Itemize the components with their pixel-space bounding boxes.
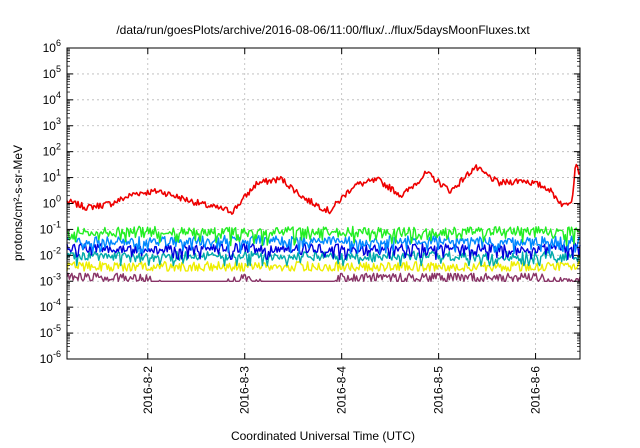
y-tick-label: 103 — [43, 116, 61, 133]
series-layer — [66, 163, 581, 282]
series-line-2 — [66, 234, 581, 254]
chart-title: /data/run/goesPlots/archive/2016-08-06/1… — [116, 23, 530, 37]
y-tick-label: 100 — [43, 194, 61, 211]
y-tick-label: 10-5 — [40, 323, 61, 340]
x-tick-label: 2016-8-5 — [432, 366, 446, 414]
y-tick-label: 10-3 — [40, 271, 61, 288]
tick-layer: 10-6 10-5 10-4 10-3 10-2 10-1 100 101 102 103 104 1… — [40, 38, 580, 414]
y-tick-label: 10-2 — [40, 245, 61, 262]
x-tick-label: 2016-8-2 — [141, 366, 155, 414]
series-line-3 — [66, 242, 581, 260]
y-tick-label: 10-4 — [40, 297, 61, 314]
series-line-4 — [66, 250, 581, 267]
x-axis-label: Coordinated Universal Time (UTC) — [231, 429, 415, 443]
series-line-6 — [66, 272, 581, 282]
y-tick-label: 10-6 — [40, 349, 61, 366]
y-tick-label: 106 — [43, 38, 61, 55]
y-tick-label: 102 — [43, 142, 61, 159]
y-tick-label: 104 — [43, 90, 61, 107]
series-line-1 — [66, 225, 581, 247]
y-tick-label: 101 — [43, 168, 61, 185]
y-tick-label: 10-1 — [40, 219, 61, 236]
y-axis-label: protons/cm²-s-sr-MeV — [11, 145, 25, 261]
y-tick-label: 105 — [43, 64, 61, 81]
x-tick-label: 2016-8-3 — [238, 366, 252, 414]
series-line-0 — [66, 163, 581, 215]
x-tick-label: 2016-8-4 — [335, 366, 349, 414]
x-tick-label: 2016-8-6 — [529, 366, 543, 414]
